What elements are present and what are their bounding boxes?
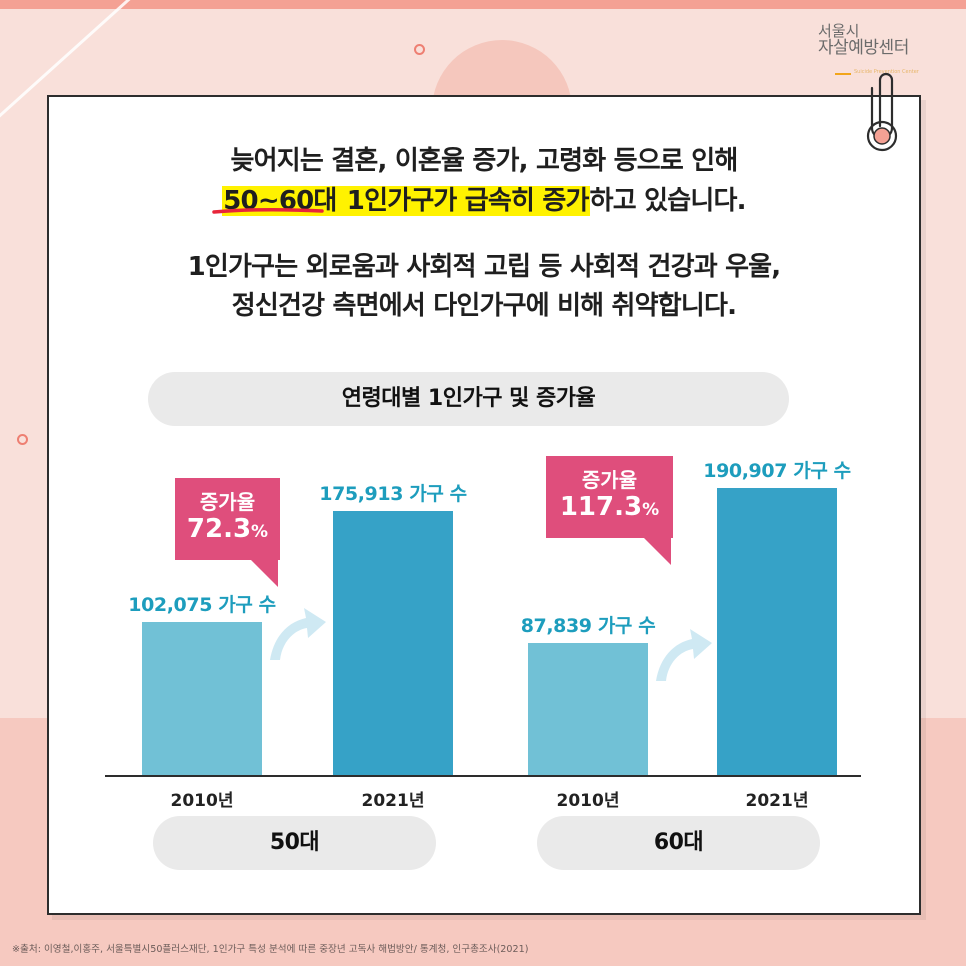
headline-line2-rest: 하고 있습니다. — [589, 186, 747, 216]
chart-baseline — [105, 775, 861, 777]
headline-line1: 늦어지는 결혼, 이혼율 증가, 고령화 등으로 인해 — [230, 146, 739, 176]
growth-rate-bubble: 증가율 117.3% — [546, 456, 673, 538]
logo-subtitle: Suicide Prevention Center — [854, 69, 919, 75]
headline-line4: 정신건강 측면에서 다인가구에 비해 취약합니다. — [231, 291, 737, 321]
bar-60대-2021년 — [717, 488, 837, 775]
chart-title: 연령대별 1인가구 및 증가율 — [148, 372, 789, 426]
growth-arrow-icon — [270, 608, 326, 660]
bubble-tail-icon — [643, 537, 671, 565]
logo-line2: 자살예방센터 — [818, 37, 909, 58]
headline-highlight-text: 1인가구가 급속히 증가 — [337, 186, 590, 216]
growth-rate-value: 117.3% — [546, 493, 673, 522]
bar-50대-2021년 — [333, 511, 453, 775]
x-tick-label: 2021년 — [361, 791, 425, 811]
bar-value-label: 87,839 가구 수 — [520, 615, 656, 637]
x-tick-label: 2010년 — [556, 791, 620, 811]
headline-line3: 1인가구는 외로움과 사회적 고립 등 사회적 건강과 우울, — [187, 252, 782, 282]
logo-line1: 서울시 — [818, 22, 860, 40]
ring-decoration-icon — [414, 44, 425, 55]
bar-value-label: 102,075 가구 수 — [128, 594, 276, 616]
headline-line2: 50~60대 1인가구가 급속히 증가하고 있습니다. — [47, 180, 921, 217]
source-footnote: ※출처: 이영철,이홍주, 서울특별시50플러스재단, 1인가구 특성 분석에 … — [12, 944, 529, 955]
growth-rate-unit: % — [642, 500, 660, 520]
bar-value-label: 190,907 가구 수 — [703, 460, 851, 482]
growth-rate-value: 72.3% — [175, 515, 280, 544]
growth-rate-bubble: 증가율 72.3% — [175, 478, 280, 560]
group-label-50s: 50대 — [153, 816, 436, 870]
x-tick-label: 2021년 — [745, 791, 809, 811]
growth-arrow-icon — [656, 629, 712, 681]
top-stripe — [0, 0, 966, 9]
x-tick-label: 2010년 — [170, 791, 234, 811]
logo: 서울시 자살예방센터 Suicide Prevention Center — [818, 22, 919, 75]
growth-rate-number: 117.3 — [559, 492, 643, 522]
growth-rate-unit: % — [251, 522, 269, 542]
highlight-underline-stroke — [212, 207, 324, 214]
paperclip-icon — [866, 72, 898, 152]
ring-decoration-icon — [17, 434, 28, 445]
logo-underline — [835, 73, 851, 75]
growth-rate-number: 72.3 — [186, 514, 252, 544]
growth-rate-label: 증가율 — [581, 468, 638, 492]
bar-60대-2010년 — [528, 643, 648, 775]
bubble-tail-icon — [250, 559, 278, 587]
growth-rate-label: 증가율 — [199, 490, 256, 514]
group-label-60s: 60대 — [537, 816, 820, 870]
bar-value-label: 175,913 가구 수 — [319, 483, 467, 505]
bar-50대-2010년 — [142, 622, 262, 775]
